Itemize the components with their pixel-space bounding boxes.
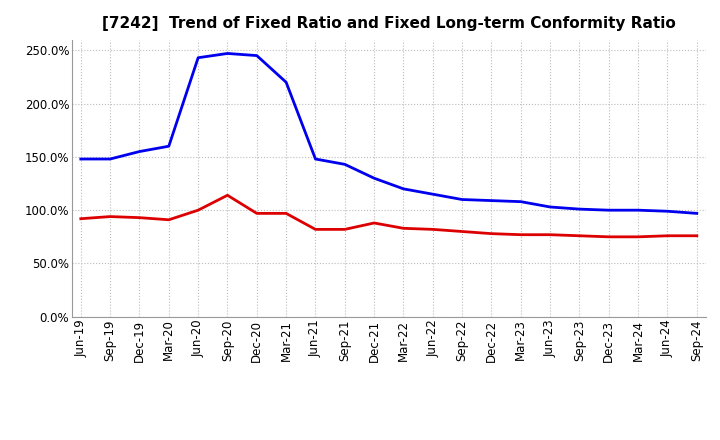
Fixed Ratio — [253, 53, 261, 58]
Fixed Ratio — [282, 80, 290, 85]
Fixed Long-term Conformity Ratio — [458, 229, 467, 234]
Fixed Ratio — [76, 156, 85, 161]
Fixed Ratio — [194, 55, 202, 60]
Fixed Ratio — [605, 208, 613, 213]
Fixed Long-term Conformity Ratio — [399, 226, 408, 231]
Fixed Long-term Conformity Ratio — [516, 232, 525, 237]
Fixed Long-term Conformity Ratio — [164, 217, 173, 222]
Fixed Ratio — [428, 191, 437, 197]
Fixed Long-term Conformity Ratio — [282, 211, 290, 216]
Fixed Ratio — [341, 161, 349, 167]
Fixed Long-term Conformity Ratio — [76, 216, 85, 221]
Fixed Long-term Conformity Ratio — [428, 227, 437, 232]
Fixed Ratio — [106, 156, 114, 161]
Fixed Ratio — [311, 156, 320, 161]
Fixed Ratio — [516, 199, 525, 204]
Title: [7242]  Trend of Fixed Ratio and Fixed Long-term Conformity Ratio: [7242] Trend of Fixed Ratio and Fixed Lo… — [102, 16, 675, 32]
Fixed Long-term Conformity Ratio — [341, 227, 349, 232]
Fixed Long-term Conformity Ratio — [370, 220, 379, 226]
Fixed Ratio — [663, 209, 672, 214]
Fixed Ratio — [135, 149, 144, 154]
Fixed Long-term Conformity Ratio — [311, 227, 320, 232]
Fixed Ratio — [693, 211, 701, 216]
Fixed Ratio — [164, 143, 173, 149]
Fixed Long-term Conformity Ratio — [693, 233, 701, 238]
Fixed Long-term Conformity Ratio — [663, 233, 672, 238]
Fixed Ratio — [370, 176, 379, 181]
Fixed Ratio — [634, 208, 642, 213]
Fixed Ratio — [575, 206, 584, 212]
Fixed Ratio — [399, 186, 408, 191]
Fixed Long-term Conformity Ratio — [253, 211, 261, 216]
Fixed Long-term Conformity Ratio — [546, 232, 554, 237]
Fixed Long-term Conformity Ratio — [135, 215, 144, 220]
Fixed Long-term Conformity Ratio — [106, 214, 114, 219]
Fixed Ratio — [546, 204, 554, 209]
Line: Fixed Ratio: Fixed Ratio — [81, 53, 697, 213]
Fixed Long-term Conformity Ratio — [634, 234, 642, 239]
Fixed Long-term Conformity Ratio — [575, 233, 584, 238]
Fixed Ratio — [487, 198, 496, 203]
Fixed Long-term Conformity Ratio — [223, 193, 232, 198]
Fixed Long-term Conformity Ratio — [487, 231, 496, 236]
Fixed Long-term Conformity Ratio — [605, 234, 613, 239]
Line: Fixed Long-term Conformity Ratio: Fixed Long-term Conformity Ratio — [81, 195, 697, 237]
Fixed Ratio — [458, 197, 467, 202]
Fixed Ratio — [223, 51, 232, 56]
Fixed Long-term Conformity Ratio — [194, 208, 202, 213]
